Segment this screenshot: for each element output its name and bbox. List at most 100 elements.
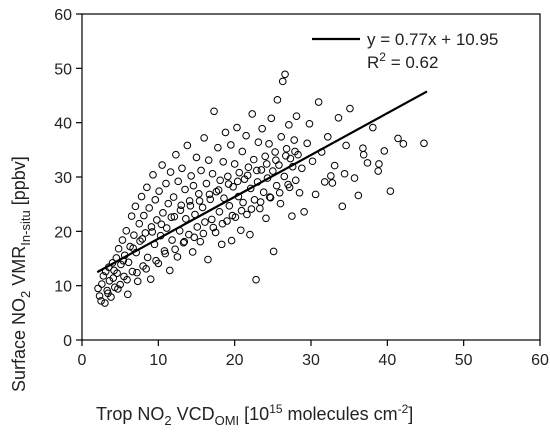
data-point — [114, 244, 123, 253]
data-point — [124, 290, 132, 299]
data-point — [246, 230, 254, 239]
xlabel-sup2: -2 — [398, 402, 409, 416]
data-point — [216, 176, 224, 185]
data-point — [145, 204, 153, 212]
data-point — [350, 174, 359, 182]
data-point — [246, 184, 255, 193]
y-tick-label: 50 — [54, 61, 72, 78]
data-point — [205, 190, 214, 199]
data-point — [174, 177, 182, 186]
data-point — [149, 171, 157, 179]
data-point — [320, 178, 329, 186]
data-point — [116, 280, 124, 289]
data-point — [256, 204, 264, 213]
data-point — [323, 132, 332, 141]
data-point — [303, 139, 311, 148]
data-point — [308, 157, 317, 166]
ylabel-sub2: In-situ — [18, 210, 33, 245]
x-tick-label: 20 — [226, 352, 244, 369]
data-point — [227, 141, 235, 149]
data-point — [280, 172, 289, 181]
legend-r2-suffix: = 0.62 — [386, 53, 438, 72]
data-point — [162, 179, 170, 188]
xlabel-prefix: Trop NO — [96, 404, 164, 424]
data-point — [166, 168, 175, 176]
data-point — [186, 201, 195, 210]
data-point — [214, 143, 222, 152]
data-point — [338, 202, 347, 211]
data-point — [192, 153, 201, 162]
data-point — [165, 266, 174, 275]
data-point — [285, 183, 294, 192]
data-point — [334, 113, 343, 122]
data-point — [127, 212, 136, 220]
data-point — [114, 285, 122, 293]
data-point — [124, 258, 133, 267]
data-point — [137, 192, 146, 201]
data-point — [221, 128, 230, 137]
xlabel-suffix: ] — [408, 404, 413, 424]
data-point — [138, 235, 147, 243]
data-point — [99, 272, 108, 280]
data-point — [199, 229, 208, 238]
data-point — [172, 150, 180, 159]
data-point — [273, 96, 282, 104]
data-point — [223, 172, 232, 181]
data-point — [298, 164, 306, 173]
data-point — [130, 231, 138, 239]
data-point — [340, 169, 349, 178]
data-point — [363, 159, 372, 167]
data-point — [179, 238, 188, 247]
data-point — [198, 203, 207, 212]
x-tick-label: 30 — [302, 352, 320, 369]
data-point — [267, 114, 276, 123]
data-point — [374, 167, 382, 175]
ylabel-suffix: [ppbv] — [9, 156, 29, 210]
data-point — [237, 206, 246, 215]
data-point — [143, 183, 151, 192]
data-point — [161, 249, 170, 258]
data-point — [122, 226, 131, 235]
data-point — [195, 197, 204, 205]
data-point — [140, 211, 148, 220]
data-point — [167, 213, 176, 222]
data-point — [153, 216, 161, 224]
data-point — [311, 190, 320, 199]
data-point — [180, 237, 189, 246]
data-point — [285, 121, 293, 129]
data-point — [252, 275, 260, 284]
data-point — [261, 152, 270, 161]
ylabel-sub1: 2 — [18, 291, 33, 298]
data-point — [277, 132, 286, 141]
data-point — [243, 171, 252, 180]
data-point — [204, 156, 213, 164]
legend-r2-prefix: R — [367, 53, 379, 72]
data-point — [117, 260, 125, 269]
data-point — [291, 147, 299, 156]
data-point — [262, 214, 270, 223]
data-point — [215, 207, 224, 216]
data-point — [282, 144, 291, 153]
data-point — [249, 155, 258, 164]
data-point — [178, 164, 186, 173]
data-point — [136, 237, 144, 245]
data-point — [290, 136, 299, 144]
data-point — [209, 223, 218, 232]
data-point — [188, 248, 197, 256]
data-point — [399, 140, 408, 148]
data-point — [291, 176, 300, 185]
data-point — [185, 197, 194, 205]
data-point — [224, 180, 233, 188]
x-tick-label: 40 — [378, 352, 396, 369]
data-point — [133, 277, 142, 286]
data-point — [256, 198, 265, 206]
data-point — [189, 181, 198, 190]
data-point — [269, 247, 278, 256]
data-point — [208, 169, 217, 178]
data-point — [171, 245, 179, 254]
data-point — [278, 77, 287, 86]
data-point — [94, 284, 102, 293]
data-point — [217, 240, 226, 249]
y-axis-label: Surface NO2 VMRIn-situ [ppbv] — [9, 156, 33, 392]
